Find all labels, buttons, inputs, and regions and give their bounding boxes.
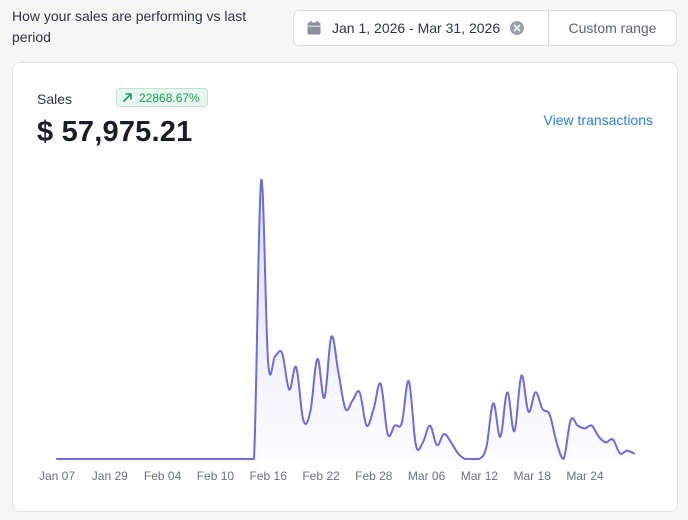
date-range-control: Jan 1, 2026 - Mar 31, 2026 Custom range [293,10,677,46]
view-transactions-link[interactable]: View transactions [543,112,653,128]
x-axis-labels: Jan 07 Jan 29 Feb 04 Feb 10 Feb 16 Feb 22 Feb … [39,469,604,483]
date-range-picker[interactable]: Jan 1, 2026 - Mar 31, 2026 [294,11,549,45]
arrow-up-right-icon [122,92,133,103]
sales-line [56,178,635,461]
sales-total: $ 57,975.21 [37,116,193,148]
x-tick-label: Jan 07 [39,469,75,483]
x-tick-label: Feb 10 [197,469,235,483]
x-tick-label: Feb 16 [250,469,288,483]
date-range-value: Jan 1, 2026 - Mar 31, 2026 [332,20,501,36]
x-tick-label: Mar 24 [566,469,604,483]
x-tick-label: Feb 04 [144,469,182,483]
x-tick-label: Mar 18 [514,469,552,483]
change-badge: 22868.67% [116,88,208,107]
x-tick-label: Feb 22 [302,469,340,483]
sales-card: Sales 22868.67% $ 57,975.21 View transac… [12,62,678,512]
page-subtitle: How your sales are performing vs last pe… [12,8,247,45]
custom-range-button[interactable]: Custom range [568,20,657,36]
sales-label: Sales [37,91,73,107]
change-percent: 22868.67% [139,90,200,105]
sales-chart: Jan 07 Jan 29 Feb 04 Feb 10 Feb 16 Feb 22 Feb … [39,178,635,483]
x-tick-label: Mar 06 [408,469,446,483]
x-tick-label: Feb 28 [355,469,393,483]
sales-area [57,179,634,460]
x-tick-label: Jan 29 [92,469,128,483]
clear-icon[interactable] [510,21,525,35]
calendar-icon [306,20,322,36]
x-tick-label: Mar 12 [461,469,499,483]
